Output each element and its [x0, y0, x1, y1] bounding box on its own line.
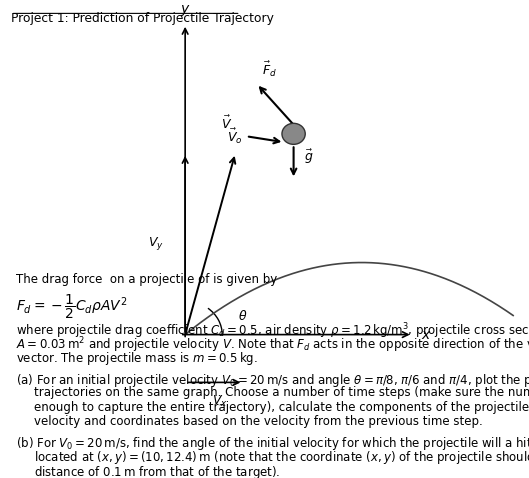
Text: $x$: $x$	[421, 327, 431, 342]
Circle shape	[282, 123, 305, 144]
Text: Project 1: Prediction of Projectile Trajectory: Project 1: Prediction of Projectile Traj…	[11, 12, 273, 25]
Text: $\vec{g}$: $\vec{g}$	[304, 147, 314, 166]
Text: $y$: $y$	[180, 3, 190, 18]
Text: located at $(x, y) = (10, 12.4)\,\mathrm{m}$ (note that the coordinate $(x, y)$ : located at $(x, y) = (10, 12.4)\,\mathrm…	[34, 449, 529, 467]
Text: (b) For $V_0 = 20\,\mathrm{m/s}$, find the angle of the initial velocity for whi: (b) For $V_0 = 20\,\mathrm{m/s}$, find t…	[16, 435, 529, 452]
Text: vector. The projectile mass is $m = 0.5\,\mathrm{kg}$.: vector. The projectile mass is $m = 0.5\…	[16, 350, 258, 367]
Text: $\vec{V}_o$: $\vec{V}_o$	[227, 126, 243, 146]
Text: velocity and coordinates based on the velocity from the previous time step.: velocity and coordinates based on the ve…	[34, 415, 483, 428]
Text: The drag force  on a projectile of is given by: The drag force on a projectile of is giv…	[16, 273, 277, 286]
Text: $V_y$: $V_y$	[148, 235, 164, 252]
Text: $F_d = -\dfrac{1}{2}C_d\rho A V^2$: $F_d = -\dfrac{1}{2}C_d\rho A V^2$	[16, 293, 127, 321]
Text: $\theta$: $\theta$	[238, 309, 248, 323]
Text: trajectories on the same graph. Choose a number of time steps (make sure the num: trajectories on the same graph. Choose a…	[34, 386, 529, 399]
Text: $A = 0.03\,\mathrm{m^2}$ and projectile velocity $V$. Note that $F_d$ acts in th: $A = 0.03\,\mathrm{m^2}$ and projectile …	[16, 336, 529, 355]
Text: (a) For an initial projectile velocity $V_0 = 20\,\mathrm{m/s}$ and angle $\thet: (a) For an initial projectile velocity $…	[16, 372, 529, 389]
Text: enough to capture the entire trajectory), calculate the components of the projec: enough to capture the entire trajectory)…	[34, 401, 529, 413]
Text: $V_x$: $V_x$	[212, 394, 227, 410]
Text: distance of $0.1\,\mathrm{m}$ from that of the target).: distance of $0.1\,\mathrm{m}$ from that …	[34, 464, 281, 478]
Text: $\vec{V}$: $\vec{V}$	[222, 115, 233, 132]
Text: $\vec{F}_d$: $\vec{F}_d$	[262, 59, 277, 79]
Text: where projectile drag coefficient $C_d = 0.5$, air density $\rho = 1.2\,\mathrm{: where projectile drag coefficient $C_d =…	[16, 321, 529, 341]
